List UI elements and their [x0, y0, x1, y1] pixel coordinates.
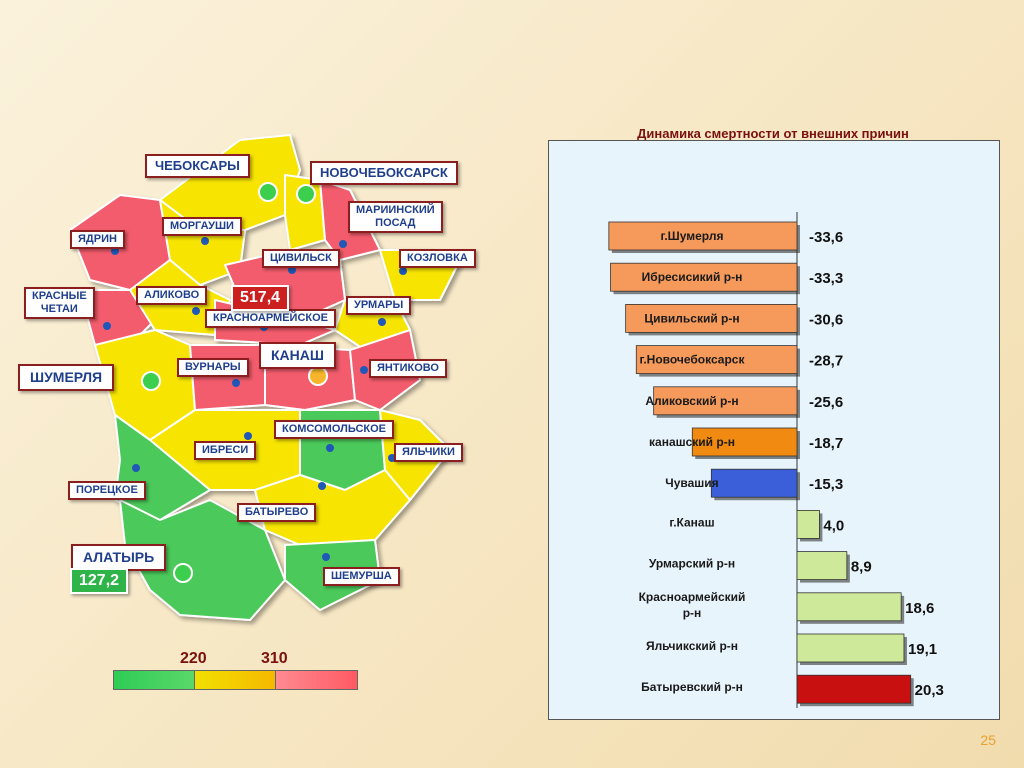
map-markers: [103, 182, 407, 583]
label-mariinsky-posad: МАРИИНСКИЙ ПОСАД: [348, 201, 443, 233]
label-cheboksary: ЧЕБОКСАРЫ: [145, 154, 250, 178]
legend-green-segment: [113, 670, 196, 690]
label-krasnye-chetai: КРАСНЫЕ ЧЕТАИ: [24, 287, 95, 319]
min-value-badge: 127,2: [70, 568, 129, 594]
label-alikovo: АЛИКОВО: [136, 286, 208, 305]
page-number: 25: [980, 732, 996, 748]
label-shumerlya: ШУМЕРЛЯ: [18, 364, 115, 391]
label-komsomolskoe: КОМСОМОЛЬСКОЕ: [274, 420, 395, 439]
label-kanash: КАНАШ: [259, 342, 336, 369]
label-novocheboksarsk: НОВОЧЕБОКСАРСК: [310, 161, 458, 185]
label-kozlovka: КОЗЛОВКА: [399, 249, 476, 268]
marker-shumerlya: [141, 371, 161, 391]
max-value-badge: 517,4: [231, 285, 290, 311]
legend-high-value: 310: [261, 650, 288, 667]
label-urmary: УРМАРЫ: [346, 296, 412, 315]
map-region-batyrevo: [254, 469, 411, 546]
label-yalchiki: ЯЛЬЧИКИ: [394, 443, 463, 462]
label-krasnoarmeyskoe: КРАСНОАРМЕЙСКОЕ: [205, 309, 337, 328]
marker-novocheboksarsk: [296, 184, 316, 204]
marker-kanash: [308, 366, 328, 386]
label-shemursha: ШЕМУРША: [323, 567, 400, 586]
label-morgaushi: МОРГАУШИ: [162, 217, 242, 236]
marker-cheboksary: [258, 182, 278, 202]
label-yadrin: ЯДРИН: [70, 230, 125, 249]
label-tsivilsk: ЦИВИЛЬСК: [262, 249, 340, 268]
chart-panel: [548, 140, 1000, 720]
legend-red-segment: [275, 670, 358, 690]
label-poretskoe: ПОРЕЦКОЕ: [68, 481, 146, 500]
label-alatyr: АЛАТЫРЬ: [71, 544, 167, 571]
legend-yellow-segment: [194, 670, 277, 690]
label-ibresi: ИБРЕСИ: [194, 441, 257, 460]
marker-alatyr: [173, 563, 193, 583]
legend-low-value: 220: [180, 650, 207, 667]
label-vurnary: ВУРНАРЫ: [177, 358, 249, 377]
map-region-vurnary: [189, 344, 266, 411]
label-yantikovo: ЯНТИКОВО: [369, 359, 447, 378]
label-batyrevo: БАТЫРЕВО: [237, 503, 317, 522]
